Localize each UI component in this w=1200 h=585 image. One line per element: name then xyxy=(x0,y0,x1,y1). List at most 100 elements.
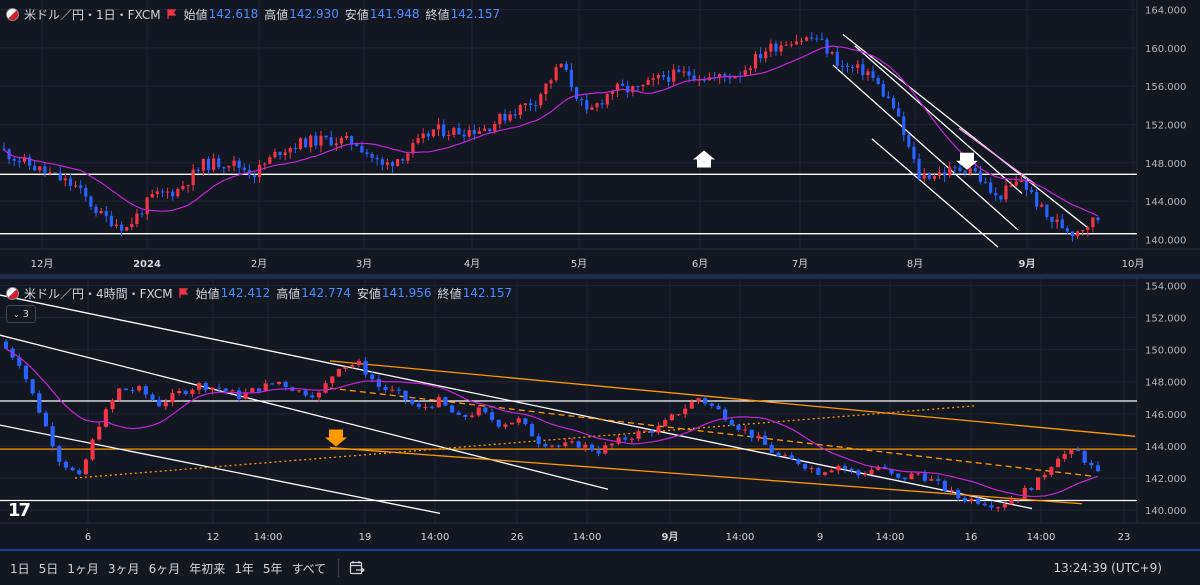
candle-body xyxy=(729,419,734,426)
candle-body xyxy=(809,468,814,470)
tradingview-logo-icon[interactable]: 17 xyxy=(8,500,31,521)
candle-body xyxy=(104,210,108,216)
daily-chart-legend: 米ドル／円・1日・FXCM 始値 142.618 高値 142.930 安値 141.… xyxy=(6,5,506,23)
candle-body xyxy=(442,124,446,137)
candle-body xyxy=(426,133,430,137)
candle-body xyxy=(1042,474,1047,478)
candle-body xyxy=(651,78,655,80)
candle-body xyxy=(421,133,425,139)
candle-body xyxy=(360,146,364,153)
candle-body xyxy=(296,390,302,392)
candle-body xyxy=(477,131,482,134)
candle-body xyxy=(969,498,974,501)
candle-body xyxy=(242,167,246,171)
candle-body xyxy=(796,458,801,465)
candle-body xyxy=(130,390,135,392)
candle-body xyxy=(656,74,660,79)
timeframe-1d[interactable]: 1日 xyxy=(10,561,30,576)
candle-body xyxy=(462,134,466,137)
four-hour-close-label: 終値 xyxy=(437,286,462,301)
price-tick-label: 152.000 xyxy=(1145,314,1186,325)
candle-body xyxy=(212,158,216,171)
pane-separator[interactable] xyxy=(0,274,1200,279)
candle-body xyxy=(2,148,6,150)
time-tick-label: 14:00 xyxy=(573,532,602,543)
candle-body xyxy=(227,165,231,168)
candle-body xyxy=(696,398,701,402)
time-tick-label: 14:00 xyxy=(254,532,283,543)
candle-body xyxy=(1004,185,1008,200)
candle-body xyxy=(702,79,706,81)
price-tick-label: 140.000 xyxy=(1145,506,1186,517)
four-hour-high-value: 142.774 xyxy=(301,286,351,300)
candle-body xyxy=(982,503,987,506)
timeframe-5y[interactable]: 5年 xyxy=(262,561,283,576)
timeframe-5d[interactable]: 5日 xyxy=(38,561,59,576)
candle-body xyxy=(876,77,880,84)
daily-symbol[interactable]: 米ドル／円・1日・FXCM xyxy=(24,7,161,22)
timeframe-ytd[interactable]: 年初来 xyxy=(189,561,226,576)
candle-body xyxy=(1002,504,1007,508)
four-hour-chart-pane[interactable]: 154.000 152.000 150.000 148.000 146.000 144.0… xyxy=(0,279,1200,549)
candle-body xyxy=(897,108,901,117)
toolbar-separator xyxy=(0,549,1200,551)
four-hour-chart-canvas[interactable]: 154.000 152.000 150.000 148.000 146.000 144.0… xyxy=(0,279,1200,549)
candle-body xyxy=(687,71,691,76)
indicator-collapse-button[interactable]: ⌄ 3 xyxy=(6,305,36,323)
candle-body xyxy=(503,113,507,121)
clock-timezone[interactable]: 13:24:39 (UTC+9) xyxy=(1053,561,1162,575)
price-tick-label: 148.000 xyxy=(1145,378,1186,389)
candle-body xyxy=(334,143,338,146)
candle-body xyxy=(1029,189,1034,193)
candle-body xyxy=(763,435,768,445)
price-tick-label: 146.000 xyxy=(1145,410,1186,421)
candle-body xyxy=(529,424,535,437)
candles-group xyxy=(3,339,1101,512)
daily-chart-canvas[interactable]: 164.000 160.000 156.000 152.000 148.000 144.0… xyxy=(0,0,1200,274)
candle-body xyxy=(43,166,47,173)
candle-body xyxy=(1086,227,1090,231)
chevron-down-icon: ⌄ xyxy=(12,309,20,319)
candle-body xyxy=(1060,219,1064,229)
candle-body xyxy=(303,390,308,396)
candle-body xyxy=(615,83,620,92)
candle-body xyxy=(917,159,921,179)
timeframe-6m[interactable]: 6ヶ月 xyxy=(148,561,181,576)
candle-body xyxy=(896,473,901,478)
candle-body xyxy=(748,68,752,71)
candle-body xyxy=(881,83,885,97)
candle-body xyxy=(232,160,236,166)
candle-body xyxy=(626,85,630,93)
candle-body xyxy=(849,468,854,471)
timeframe-1y[interactable]: 1年 xyxy=(234,561,254,576)
candle-body xyxy=(503,424,508,427)
timeframe-all[interactable]: すべて xyxy=(291,561,327,576)
timeframe-3m[interactable]: 3ヶ月 xyxy=(107,561,140,576)
candle-body xyxy=(22,157,27,162)
flag-icon[interactable] xyxy=(167,9,176,19)
candle-body xyxy=(488,128,492,132)
candle-body xyxy=(17,357,22,366)
candle-body xyxy=(1022,487,1027,499)
daily-chart-pane[interactable]: 164.000 160.000 156.000 152.000 148.000 144.0… xyxy=(0,0,1200,274)
candle-body xyxy=(452,127,456,135)
candle-body xyxy=(83,459,88,475)
candle-body xyxy=(774,43,778,52)
candle-body xyxy=(842,465,848,469)
date-range-icon[interactable] xyxy=(349,560,366,576)
candle-body xyxy=(585,100,589,110)
candle-body xyxy=(176,189,180,197)
candle-body xyxy=(1029,487,1034,490)
candle-body xyxy=(932,176,936,179)
four-hour-symbol[interactable]: 米ドル／円・4時間・FXCM xyxy=(24,286,173,301)
time-tick-label: 9月 xyxy=(1019,258,1036,270)
candle-body xyxy=(743,70,747,77)
candle-body xyxy=(769,444,774,453)
candle-body xyxy=(810,37,814,39)
candle-body xyxy=(646,79,650,85)
candle-body xyxy=(689,401,694,409)
candle-body xyxy=(518,104,522,116)
timeframe-1m[interactable]: 1ヶ月 xyxy=(67,561,99,576)
trend-line xyxy=(832,64,1019,231)
flag-icon[interactable] xyxy=(179,288,188,298)
